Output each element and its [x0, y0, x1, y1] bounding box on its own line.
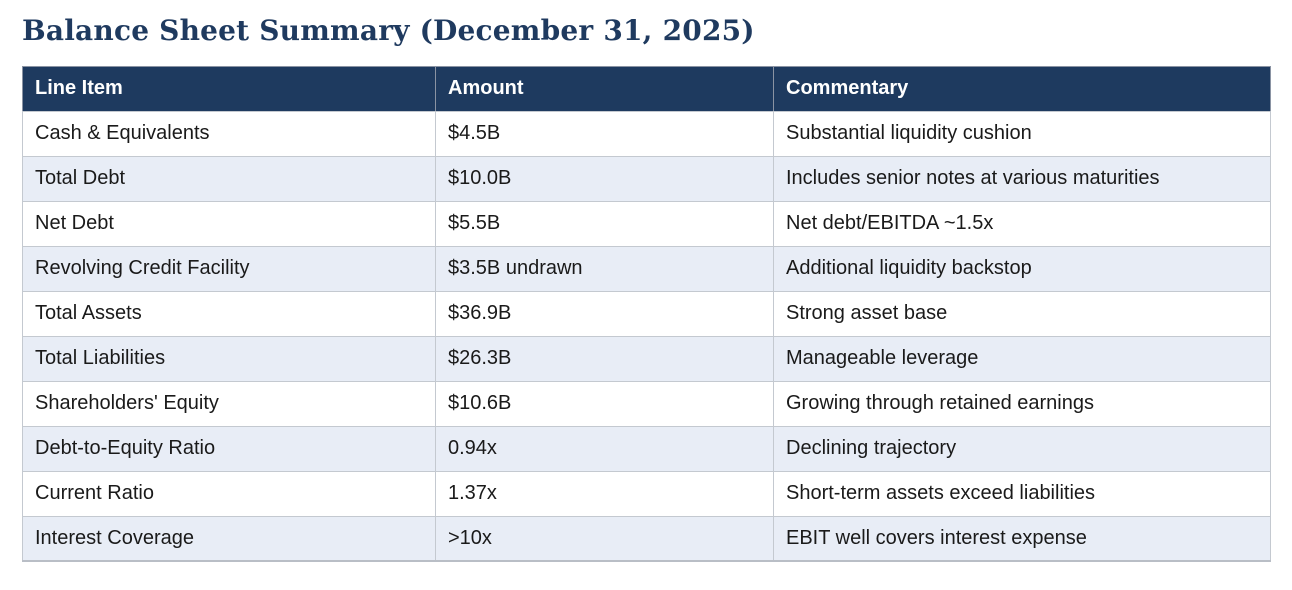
table-cell: Short-term assets exceed liabilities — [773, 470, 1271, 517]
table-cell: Total Debt — [22, 155, 436, 202]
table-cell: Cash & Equivalents — [22, 110, 436, 157]
table-row: Interest Coverage >10x EBIT well covers in… — [22, 515, 1271, 563]
table-cell: EBIT well covers interest expense — [773, 515, 1271, 563]
table-row: Current Ratio 1.37x Short-term assets exce… — [22, 470, 1271, 517]
table-cell: $3.5B undrawn — [435, 245, 774, 292]
table-cell: $10.6B — [435, 380, 774, 427]
table-cell: >10x — [435, 515, 774, 563]
column-header-amount: Amount — [435, 65, 774, 112]
table-row: Net Debt $5.5B Net debt/EBITDA ~1.5x — [22, 200, 1271, 247]
table-cell: Shareholders' Equity — [22, 380, 436, 427]
table-cell: Revolving Credit Facility — [22, 245, 436, 292]
table-cell: Declining trajectory — [773, 425, 1271, 472]
table-cell: Net debt/EBITDA ~1.5x — [773, 200, 1271, 247]
column-header-line-item: Line Item — [22, 65, 436, 112]
table-cell: Total Assets — [22, 290, 436, 337]
table-cell: $10.0B — [435, 155, 774, 202]
table-header-row: Line Item Amount Commentary — [22, 65, 1271, 112]
page: Balance Sheet Summary (December 31, 2025… — [22, 14, 1271, 563]
table-cell: Total Liabilities — [22, 335, 436, 382]
table-row: Total Assets $36.9B Strong asset base — [22, 290, 1271, 337]
page-title: Balance Sheet Summary (December 31, 2025… — [22, 14, 755, 47]
table-cell: Manageable leverage — [773, 335, 1271, 382]
table-cell: Strong asset base — [773, 290, 1271, 337]
table-cell: Substantial liquidity cushion — [773, 110, 1271, 157]
table-cell: Current Ratio — [22, 470, 436, 517]
table-cell: Debt-to-Equity Ratio — [22, 425, 436, 472]
column-header-commentary: Commentary — [773, 65, 1271, 112]
table-cell: 1.37x — [435, 470, 774, 517]
table-row: Revolving Credit Facility $3.5B undrawn Ad… — [22, 245, 1271, 292]
table-cell: Net Debt — [22, 200, 436, 247]
table-cell: Includes senior notes at various maturit… — [773, 155, 1271, 202]
table-cell: Growing through retained earnings — [773, 380, 1271, 427]
table-row: Total Liabilities $26.3B Manageable levera… — [22, 335, 1271, 382]
table-cell: $4.5B — [435, 110, 774, 157]
balance-sheet-table: Line Item Amount Commentary Cash & Equival… — [22, 65, 1271, 563]
table-cell: Additional liquidity backstop — [773, 245, 1271, 292]
table-row: Cash & Equivalents $4.5B Substantial liqui… — [22, 110, 1271, 157]
table-cell: $36.9B — [435, 290, 774, 337]
table-row: Total Debt $10.0B Includes senior notes at… — [22, 155, 1271, 202]
table-cell: $26.3B — [435, 335, 774, 382]
table-cell: 0.94x — [435, 425, 774, 472]
table-cell: $5.5B — [435, 200, 774, 247]
table-row: Debt-to-Equity Ratio 0.94x Declining traje… — [22, 425, 1271, 472]
table-row: Shareholders' Equity $10.6B Growing throug… — [22, 380, 1271, 427]
table-cell: Interest Coverage — [22, 515, 436, 563]
